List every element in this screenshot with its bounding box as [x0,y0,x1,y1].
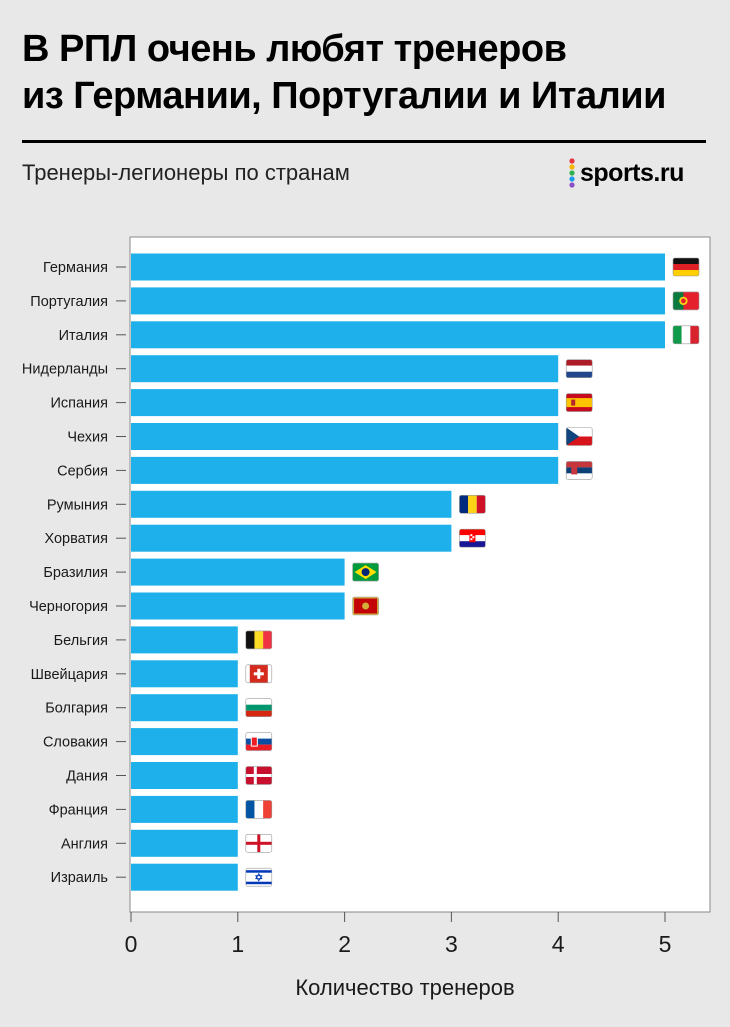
category-label: Дания [66,769,108,785]
france-flag-icon [245,800,273,819]
romania-flag-icon [459,494,486,514]
chart-title-line-1: В РПЛ очень любят тренеров [22,28,567,70]
slovakia-flag-icon [245,732,273,751]
spain-flag-icon [565,393,593,412]
category-label: Бразилия [43,565,108,581]
bar [131,355,559,383]
montenegro-flag-icon [352,596,379,616]
category-label: Израиль [51,870,108,886]
x-axis-label: Количество тренеров [295,975,514,1000]
logo-dots-icon [569,158,575,188]
category-label: Англия [61,836,108,852]
category-label: Чехия [67,430,108,446]
x-tick-label: 5 [659,931,672,957]
italy-flag-icon [672,325,700,345]
chart-title: В РПЛ очень любят тренеров из Германии, … [22,26,712,120]
serbia-flag-icon [565,461,593,480]
x-axis: 0 1 2 3 4 5 [125,912,672,957]
brazil-flag-icon [352,562,379,582]
chart-title-line-2: из Германии, Португалии и Италии [22,75,666,117]
sports-ru-logo: sports.ru [568,158,684,188]
switzerland-flag-icon [245,664,273,684]
x-tick-label: 4 [552,931,565,957]
bar [131,863,238,891]
logo-dot [569,170,575,176]
category-label: Хорватия [44,531,108,547]
bulgaria-flag-icon [245,698,273,718]
x-tick-label: 3 [445,931,458,957]
category-label: Швейцария [31,667,108,683]
category-label: Франция [49,802,108,818]
belgium-flag-icon [245,630,273,650]
logo-dot [569,158,575,164]
bar [131,626,238,654]
x-tick-label: 2 [338,931,351,957]
logo-dot [569,182,575,188]
x-tick-label: 0 [125,931,138,957]
category-label: Португалия [30,294,108,310]
croatia-flag-icon [459,528,486,548]
bar [131,253,665,281]
bar [131,660,238,688]
england-flag-icon [245,833,273,853]
flags-group [245,257,700,887]
category-label: Испания [50,396,108,412]
category-label: Нидерланды [22,362,108,378]
logo-text: sports.ru [580,158,684,187]
bars-group [131,253,665,891]
netherlands-flag-icon [565,359,593,379]
israel-flag-icon [245,867,273,887]
bar [131,592,345,620]
bar [131,287,665,315]
bar [131,694,238,722]
bar [131,321,665,349]
chart-subtitle: Тренеры-легионеры по странам [22,160,350,185]
bar [131,728,238,756]
category-label: Болгария [45,701,108,717]
bar [131,558,345,586]
portugal-flag-icon [672,291,700,311]
category-label: Сербия [57,463,108,479]
bar [131,829,238,857]
bar [131,795,238,823]
denmark-flag-icon [245,766,273,785]
logo-dot [569,164,575,170]
category-label: Словакия [43,735,108,751]
czechia-flag-icon [565,427,593,446]
title-divider [22,140,706,143]
category-label: Румыния [47,497,108,513]
category-label: Германия [43,260,108,276]
bar [131,423,559,450]
x-tick-label: 1 [231,931,244,957]
logo-dot [569,176,575,182]
bar [131,490,452,518]
bar [131,389,559,417]
bar [131,524,452,552]
category-labels: Германия Португалия Италия Нидерланды Испани… [22,260,126,886]
bar [131,762,238,789]
category-label: Черногория [29,599,108,615]
bar [131,456,559,484]
germany-flag-icon [672,257,700,277]
category-label: Италия [59,328,108,344]
category-label: Бельгия [54,633,108,649]
